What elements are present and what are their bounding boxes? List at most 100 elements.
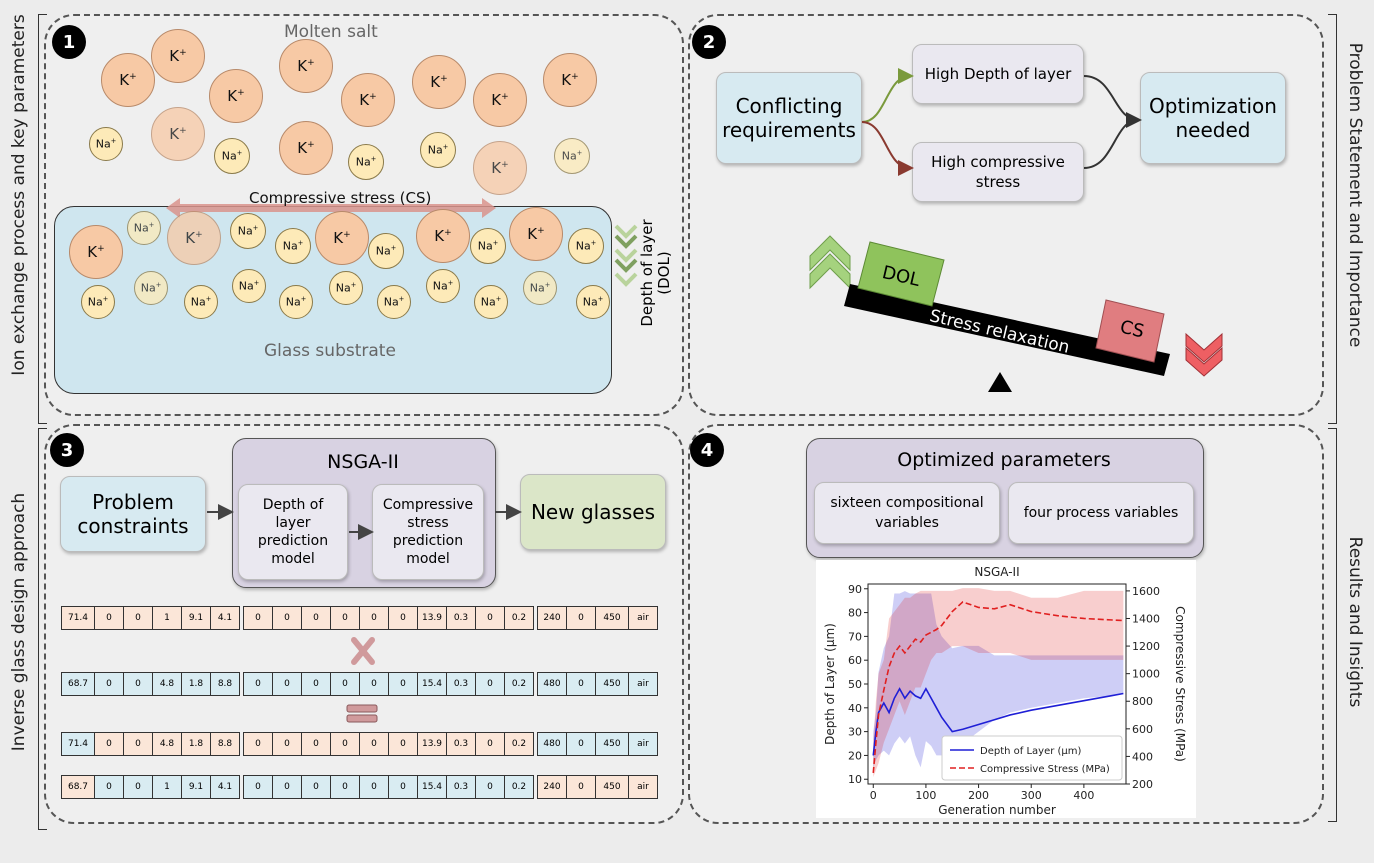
dol-model-box: Depth of layer prediction model <box>238 484 348 580</box>
sodium-ion-34: Na+ <box>426 269 460 303</box>
ion-charge: + <box>343 230 351 240</box>
chromosome-cell: air <box>628 672 658 696</box>
ion-symbol: K+ <box>430 73 448 91</box>
chromosome-cell: 0.2 <box>504 732 534 756</box>
connector-cs-to-opt <box>1083 119 1139 169</box>
legend-label-1: Compressive Stress (MPa) <box>980 764 1110 775</box>
chromosome-cell: 0 <box>330 732 360 756</box>
ion-symbol: K+ <box>491 159 509 177</box>
ion-symbol: Na+ <box>477 239 499 253</box>
y2-tick-label: 400 <box>1132 750 1153 763</box>
chromosome-cell: 0 <box>566 606 596 630</box>
ion-charge: + <box>501 160 509 170</box>
chromosome-cell: 15.4 <box>417 775 447 799</box>
ion-symbol: K+ <box>491 91 509 109</box>
x-tick-label: 0 <box>870 789 877 802</box>
y2-tick-label: 1400 <box>1132 612 1160 625</box>
y-tick-label: 30 <box>848 726 862 739</box>
sodium-ion-37: Na+ <box>576 285 610 319</box>
ion-charge: + <box>237 88 245 98</box>
chromosome-cell: 450 <box>595 672 629 696</box>
chromosome-cell: 0.3 <box>446 672 476 696</box>
ion-symbol: K+ <box>434 227 452 245</box>
ion-symbol: Na+ <box>133 221 155 235</box>
chromosome-cell: 4.1 <box>210 775 240 799</box>
ion-symbol: K+ <box>119 71 137 89</box>
ion-symbol: Na+ <box>355 155 377 169</box>
dol-chevron-2 <box>614 234 638 249</box>
chromosome-cell: 0 <box>94 606 124 630</box>
ion-charge: + <box>110 137 117 146</box>
ion-charge: + <box>307 58 315 68</box>
chromosome-cell: 0 <box>475 672 505 696</box>
ion-symbol: Na+ <box>238 279 260 293</box>
sodium-ion-13: Na+ <box>420 132 456 168</box>
ion-charge: + <box>179 48 187 58</box>
ion-charge: + <box>97 244 105 254</box>
chromosome-cell: 9.1 <box>181 606 211 630</box>
sodium-ion-28: Na+ <box>134 271 168 305</box>
conflicting-requirements-box: Conflicting requirements <box>716 72 862 164</box>
potassium-ion-11: K+ <box>279 121 333 175</box>
balance-diagram <box>809 235 1223 392</box>
ion-charge: + <box>576 149 583 158</box>
cs-arrow-shape <box>166 198 496 218</box>
dol-chevrons <box>614 224 638 287</box>
chromosome-cell: 1.8 <box>181 732 211 756</box>
ion-symbol: Na+ <box>575 239 597 253</box>
connector-dol-to-opt <box>1083 75 1142 128</box>
compressive-stress-arrow <box>166 198 496 218</box>
panel2-connectors <box>861 68 1142 176</box>
chromosome-cell: 8.8 <box>210 732 240 756</box>
potassium-ion-1: K+ <box>151 29 205 83</box>
y-tick-label: 40 <box>848 702 862 715</box>
sodium-ion-22: Na+ <box>368 233 404 269</box>
potassium-ion-9: K+ <box>151 107 205 161</box>
chromosome-cell: 0 <box>272 672 302 696</box>
chromosome-cell: 480 <box>537 672 567 696</box>
y-tick-label: 20 <box>848 749 862 762</box>
sodium-ion-29: Na+ <box>184 285 218 319</box>
chromosome-row: 71.4 0 0 1 9.1 4.1 0 0 0 0 0 0 13.9 0.3 0 0.2 240 0 450 air <box>61 606 658 630</box>
ion-charge: + <box>102 295 109 304</box>
sodium-ion-15: Na+ <box>554 138 590 174</box>
ion-charge: + <box>544 281 551 290</box>
chromosome-cell: 0.2 <box>504 606 534 630</box>
ion-charge: + <box>370 155 377 164</box>
chromosome-cell: 0 <box>272 732 302 756</box>
dol-chevron-5 <box>614 272 638 287</box>
ion-charge: + <box>155 281 162 290</box>
cs-block <box>1095 299 1165 363</box>
chromosome-cell: 1 <box>152 775 182 799</box>
dol-chevron-1 <box>614 224 638 239</box>
chromosome-cell: 0 <box>475 732 505 756</box>
ion-charge: + <box>195 230 203 240</box>
ion-charge: + <box>369 92 377 102</box>
chromosome-cell: 450 <box>595 775 629 799</box>
high-dol-box: High Depth of layer <box>912 44 1084 104</box>
ion-charge: + <box>537 226 545 236</box>
new-glasses-box: New glasses <box>520 474 666 550</box>
chromosome-cell: 4.8 <box>152 732 182 756</box>
chromosome-cell: air <box>628 732 658 756</box>
chromosome-cell: 4.8 <box>152 672 182 696</box>
chromosome-cell: 0.2 <box>504 775 534 799</box>
potassium-ion-16: K+ <box>69 225 123 279</box>
series-line-0 <box>872 687 1124 756</box>
y2-tick-label: 1600 <box>1132 585 1160 598</box>
legend-label-0: Depth of Layer (μm) <box>980 746 1082 757</box>
chromosome-cell: 13.9 <box>417 606 447 630</box>
y2-tick-label: 1200 <box>1132 640 1160 653</box>
nsga-title: NSGA-II <box>327 451 399 473</box>
process-box: four process variables <box>1008 482 1194 544</box>
sodium-ion-31: Na+ <box>279 285 313 319</box>
ion-symbol: Na+ <box>561 149 583 163</box>
chromosome-cell: 0 <box>388 672 418 696</box>
chromosome-cell: 0 <box>94 775 124 799</box>
chromosome-cell: 0 <box>566 672 596 696</box>
chromosome-cell: air <box>628 606 658 630</box>
x-tick-label: 200 <box>968 789 989 802</box>
potassium-ion-25: K+ <box>509 207 563 261</box>
ion-symbol: Na+ <box>190 295 212 309</box>
y-tick-label: 60 <box>848 654 862 667</box>
